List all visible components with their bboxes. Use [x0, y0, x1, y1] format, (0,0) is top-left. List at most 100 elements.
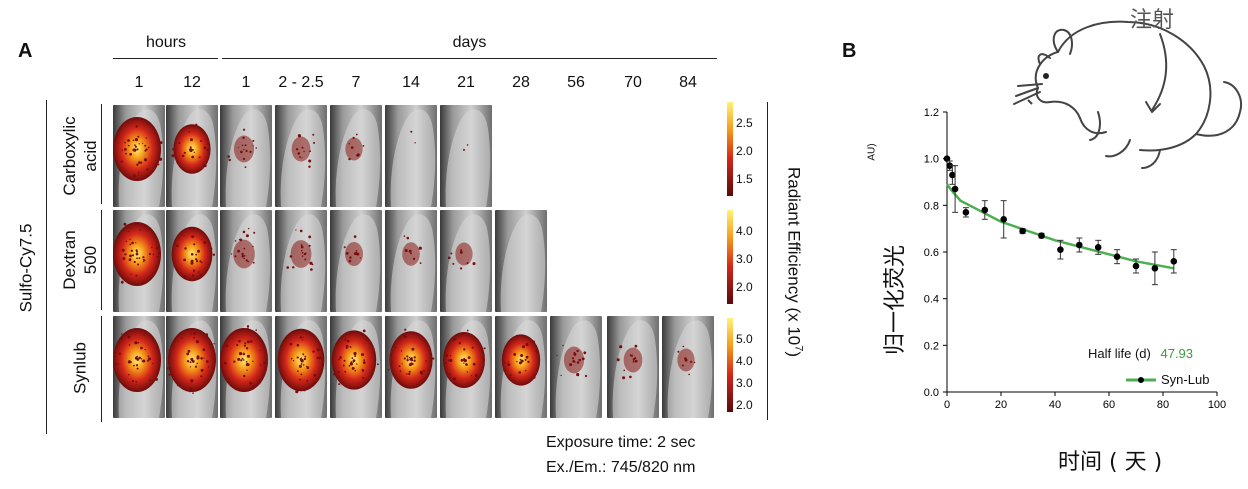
fluorescence-image [385, 210, 437, 312]
panel-a-letter: A [18, 40, 33, 62]
fluorescence-image [440, 316, 492, 418]
side-label: Sulfo-Cy7.5 [16, 223, 36, 313]
data-points [943, 155, 1178, 286]
colorbar [727, 318, 733, 412]
exposure-note: Exposure time: 2 sec [546, 434, 696, 451]
timepoint-label: 21 [457, 74, 475, 91]
y-tick-label: 1.0 [924, 154, 939, 166]
colorbar-tick-label: 2.0 [736, 280, 753, 294]
data-point [1132, 262, 1140, 270]
y-tick-label: 1.2 [924, 107, 939, 119]
timepoint-label: 14 [402, 74, 420, 91]
panel-b-letter: B [842, 40, 857, 62]
colorbar-tick-label: 2.0 [736, 144, 753, 158]
legend-label: Syn-Lub [1161, 372, 1210, 387]
x-axis-label: 时间 ( 天 ) [1058, 450, 1163, 475]
legend: Syn-Lub [1126, 372, 1209, 387]
row-rule-3 [101, 316, 102, 422]
colorbar-title-end: ) [784, 351, 804, 358]
group-days-label: days [452, 34, 487, 51]
data-point [1151, 265, 1159, 272]
colorbar-tick-label: 3.0 [736, 252, 753, 266]
data-point [981, 206, 989, 214]
half-life-value: 47.93 [1160, 346, 1194, 361]
row-label-line1: Synlub [70, 342, 90, 394]
row-label-line2: acid [81, 140, 100, 172]
y-axis-unit: AU) [866, 143, 878, 161]
fluorescence-image [166, 210, 218, 312]
fluorescence-image [275, 316, 327, 418]
row-label-dextran: Dextran 500 [59, 230, 101, 290]
data-point [1038, 232, 1045, 239]
colorbar-bracket [767, 102, 768, 420]
colorbar-tick-label: 4.0 [736, 224, 753, 238]
y-tick-label: 0.6 [924, 247, 939, 259]
fluorescence-image [275, 210, 327, 312]
exem-note: Ex./Em.: 745/820 nm [546, 459, 696, 476]
group-hours-rule [113, 58, 218, 59]
row-label-carboxylic: Carboxylic acid [59, 116, 101, 195]
x-tick-label: 80 [1157, 399, 1169, 411]
y-tick-label: 0.0 [924, 387, 939, 399]
data-point [1076, 241, 1083, 249]
timepoint-label: 1 [134, 74, 144, 91]
fluorescence-image [440, 105, 492, 207]
y-tick-label: 0.4 [924, 294, 939, 306]
timepoint-label: 70 [624, 74, 642, 91]
colorbar-tick-label: 2.5 [736, 116, 753, 130]
timepoint-label: 56 [567, 74, 585, 91]
timepoint-label: 28 [512, 74, 530, 91]
fluorescence-image [166, 316, 218, 418]
row-label-line1: Carboxylic [60, 116, 79, 196]
timepoint-label: 84 [679, 74, 697, 91]
fluorescence-image [440, 210, 492, 312]
timepoint-label: 1 [241, 74, 251, 91]
fluorescence-image [330, 210, 382, 312]
data-point [1094, 244, 1102, 251]
fluorescence-image [220, 210, 272, 312]
fluorescence-image [220, 316, 272, 418]
fluorescence-image [330, 316, 382, 418]
colorbar [727, 102, 733, 196]
colorbar-tick-label: 2.0 [736, 398, 753, 412]
x-tick-label: 60 [1103, 399, 1115, 411]
y-axis-label: 归一化荧光 [883, 244, 908, 356]
timepoint-label: 12 [183, 74, 201, 91]
data-point [962, 209, 970, 216]
half-life: Half life (d) 47.93 [1088, 346, 1193, 361]
fluorescence-image [275, 105, 327, 207]
data-point [943, 155, 951, 162]
data-point [1170, 258, 1178, 265]
fluorescence-image [385, 105, 437, 207]
x-tick-label: 100 [1208, 399, 1226, 411]
colorbar-title-text: Radiant Efficiency (x 10 [784, 166, 804, 346]
group-hours-label: hours [145, 34, 187, 51]
decay-chart: 0.0 0.2 0.4 0.6 0.8 1.0 1.2 0 20 40 60 80 100 [924, 107, 1226, 411]
fluorescence-image [113, 105, 165, 207]
row-rule-1 [101, 104, 102, 204]
colorbar [727, 210, 733, 304]
y-tick-label: 0.2 [924, 340, 939, 352]
data-point [951, 185, 959, 193]
colorbar-tick-label: 4.0 [736, 354, 753, 368]
data-point [1019, 227, 1026, 235]
fluorescence-image [495, 210, 547, 312]
timepoint-label: 2 - 2.5 [278, 74, 324, 91]
data-point [1113, 253, 1121, 260]
data-point [1000, 216, 1007, 223]
fluorescence-image [662, 316, 714, 418]
side-rule [46, 100, 47, 434]
fluorescence-image [385, 316, 437, 418]
y-tick-label: 0.8 [924, 200, 939, 212]
row-label-line1: Dextran [60, 230, 79, 290]
timepoint-label: 7 [351, 74, 361, 91]
fluorescence-image [607, 316, 659, 418]
data-point [949, 171, 956, 179]
x-tick-label: 0 [944, 399, 950, 411]
mouse-illustration [1013, 20, 1242, 169]
row-rule-2 [101, 210, 102, 310]
fluorescence-image [220, 105, 272, 207]
mouse-eye [1043, 73, 1049, 79]
fluorescence-image [550, 316, 602, 418]
x-tick-label: 20 [995, 399, 1007, 411]
